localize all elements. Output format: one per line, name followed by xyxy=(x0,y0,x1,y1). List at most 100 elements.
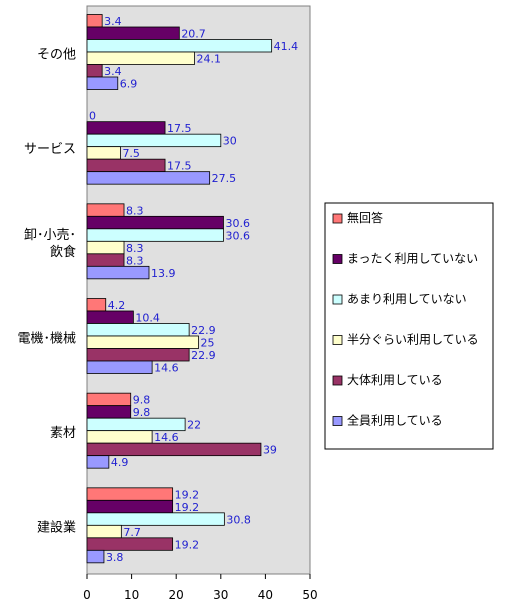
x-tick-label: 30 xyxy=(213,588,228,602)
bar xyxy=(86,39,273,53)
category-label: 飲食 xyxy=(50,244,76,260)
data-label: 17.5 xyxy=(167,122,192,135)
bar xyxy=(86,146,121,160)
bar xyxy=(86,537,174,551)
x-tick-label: 40 xyxy=(258,588,273,602)
data-label: 0 xyxy=(89,110,96,123)
bar xyxy=(86,417,186,432)
data-label: 4.9 xyxy=(111,456,129,469)
bar xyxy=(86,392,132,407)
data-label: 30.6 xyxy=(225,229,250,242)
data-label: 4.2 xyxy=(108,299,126,312)
bar xyxy=(86,524,122,539)
bar xyxy=(86,265,150,280)
data-label: 19.2 xyxy=(175,488,200,501)
data-label: 22 xyxy=(187,419,201,432)
legend: 無回答まったく利用していないあまり利用していない半分ぐらい利用している大体利用し… xyxy=(324,202,494,450)
bar xyxy=(86,335,199,349)
data-label: 14.6 xyxy=(154,431,179,444)
legend-swatch xyxy=(332,213,343,224)
data-label: 25 xyxy=(201,337,215,350)
bar xyxy=(86,76,119,90)
bar xyxy=(86,405,132,419)
bar xyxy=(86,158,166,173)
category-label: サービス xyxy=(24,142,76,157)
data-label: 39 xyxy=(263,444,277,457)
data-label: 8.3 xyxy=(126,204,144,217)
data-label: 6.9 xyxy=(120,78,138,91)
bar xyxy=(86,215,224,230)
bar xyxy=(86,14,103,28)
data-label: 14.6 xyxy=(154,362,179,375)
x-tick-label: 50 xyxy=(302,588,317,602)
bars-layer: 3.420.741.424.13.46.9017.5307.517.527.58… xyxy=(86,14,299,564)
bar xyxy=(86,499,174,514)
bar xyxy=(86,323,190,337)
bar xyxy=(86,487,174,501)
bar xyxy=(86,442,262,457)
x-tick-label: 0 xyxy=(83,588,91,602)
legend-label: まったく利用していない xyxy=(347,252,478,266)
bar xyxy=(86,240,125,255)
legend-box xyxy=(324,202,494,450)
x-axis: 0 10 20 30 40 50 xyxy=(83,574,318,602)
bar xyxy=(86,298,107,312)
plot-area xyxy=(86,5,311,575)
x-tick-label: 20 xyxy=(169,588,184,602)
data-label: 9.8 xyxy=(133,394,151,407)
data-label: 10.4 xyxy=(135,312,160,325)
bar xyxy=(86,348,190,362)
bar xyxy=(86,51,195,65)
data-label: 8.3 xyxy=(126,254,144,267)
category-label: 卸･小売･ xyxy=(24,227,76,243)
data-label: 20.7 xyxy=(181,28,206,41)
legend-swatch xyxy=(332,254,343,264)
data-label: 13.9 xyxy=(151,267,176,280)
legend-swatch xyxy=(332,294,343,305)
data-label: 30.6 xyxy=(225,217,250,230)
category-label: 建設業 xyxy=(37,520,76,536)
bar xyxy=(86,430,153,444)
data-label: 3.4 xyxy=(104,15,122,28)
legend-swatch xyxy=(332,335,343,345)
data-label: 3.4 xyxy=(104,65,122,78)
legend-swatch xyxy=(332,416,343,426)
data-label: 30 xyxy=(223,135,237,148)
bar xyxy=(86,512,225,526)
legend-label: 大体利用している xyxy=(347,373,443,387)
data-label: 22.9 xyxy=(191,349,216,362)
bar xyxy=(86,549,105,564)
legend-label: 全員利用している xyxy=(347,413,443,428)
bar xyxy=(86,203,125,217)
bar xyxy=(86,171,211,185)
bar xyxy=(86,26,180,40)
category-label: 電機･機械 xyxy=(17,331,76,346)
bar xyxy=(86,360,153,374)
data-label: 24.1 xyxy=(196,53,221,66)
bar xyxy=(86,121,166,135)
x-tick-label: 10 xyxy=(124,588,139,602)
data-label: 41.4 xyxy=(274,40,299,53)
data-label: 27.5 xyxy=(212,172,237,185)
data-label: 17.5 xyxy=(167,160,192,173)
bar xyxy=(86,64,103,78)
legend-label: 無回答 xyxy=(347,210,383,225)
category-label: その他 xyxy=(37,47,76,62)
data-label: 9.8 xyxy=(133,406,151,419)
legend-label: 半分ぐらい利用している xyxy=(347,333,479,347)
data-label: 7.7 xyxy=(123,526,141,539)
data-label: 3.8 xyxy=(106,551,124,564)
data-label: 7.5 xyxy=(122,147,140,160)
bar xyxy=(86,455,110,469)
category-label: 素材 xyxy=(50,426,76,441)
legend-label: あまり利用していない xyxy=(347,292,467,306)
legend-swatch xyxy=(332,375,343,386)
bar xyxy=(86,133,222,148)
bar xyxy=(86,310,134,324)
bar xyxy=(86,253,125,267)
data-label: 8.3 xyxy=(126,242,144,255)
data-label: 30.8 xyxy=(226,513,251,526)
data-label: 19.2 xyxy=(175,501,200,514)
data-label: 19.2 xyxy=(175,538,200,551)
